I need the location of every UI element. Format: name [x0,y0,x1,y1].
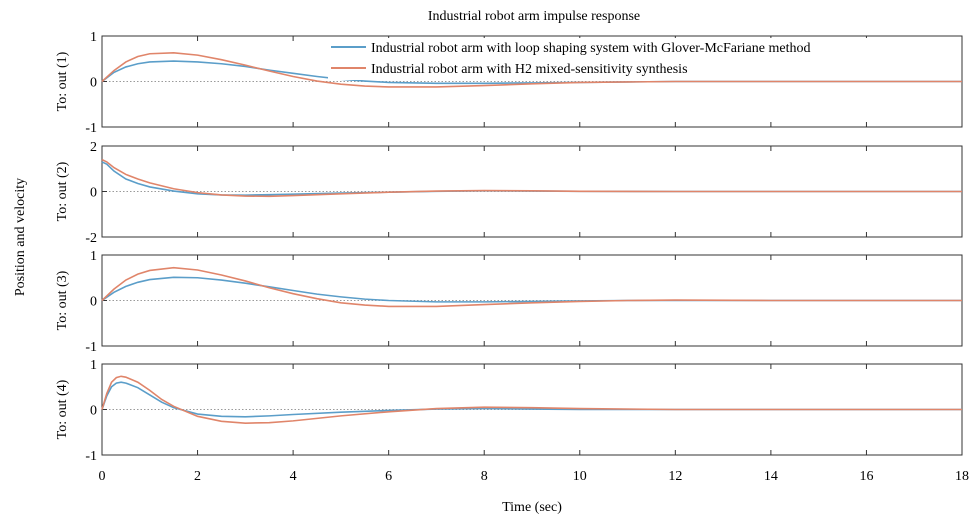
series-line-2 [101,158,962,198]
y-tick-label: 1 [90,30,97,45]
x-tick-label: 16 [859,469,873,484]
output-label: To: out (2) [55,161,70,221]
output-label: To: out (1) [55,51,70,111]
output-label: To: out (4) [55,379,70,439]
chart-title: Industrial robot arm impulse response [428,9,640,24]
y-tick-label: 0 [90,404,97,419]
y-axis-label: Position and velocity [13,178,28,296]
y-tick-label: 2 [90,140,97,155]
series-line-1 [101,381,962,418]
y-tick-label: -1 [85,340,97,355]
y-tick-label: -1 [85,449,97,464]
series-line-2 [101,375,962,424]
y-tick-label: 0 [90,186,97,201]
series-line-2 [101,266,962,308]
y-tick-label: 1 [90,249,97,264]
y-tick-label: 1 [90,358,97,373]
x-tick-label: 10 [573,469,587,484]
legend: Industrial robot arm with loop shaping s… [328,38,958,80]
legend-entry-1: Industrial robot arm with loop shaping s… [371,41,810,56]
y-tick-label: 0 [90,76,97,91]
x-axis-label: Time (sec) [502,500,562,515]
x-tick-label: 18 [955,469,969,484]
x-tick-label: 6 [385,469,392,484]
x-tick-label: 4 [290,469,297,484]
subplot-4: -1 0 1 To: out (4) [55,358,963,464]
y-tick-label: -1 [85,121,97,136]
subplot-2: -2 0 2 To: out (2) [55,140,963,246]
series-line-2 [101,52,962,88]
x-tick-label: 2 [194,469,201,484]
x-tick-label: 12 [668,469,682,484]
legend-box: Industrial robot arm with loop shaping s… [328,38,958,80]
y-tick-label: -2 [85,231,97,246]
x-tick-label: 8 [481,469,488,484]
output-label: To: out (3) [55,270,70,330]
subplot-3: -1 0 1 To: out (3) [55,249,963,355]
y-tick-label: 0 [90,295,97,310]
legend-entry-2: Industrial robot arm with H2 mixed-sensi… [371,62,688,77]
x-tick-label: 0 [99,469,106,484]
x-tick-label: 14 [764,469,778,484]
legend-background [328,38,958,80]
